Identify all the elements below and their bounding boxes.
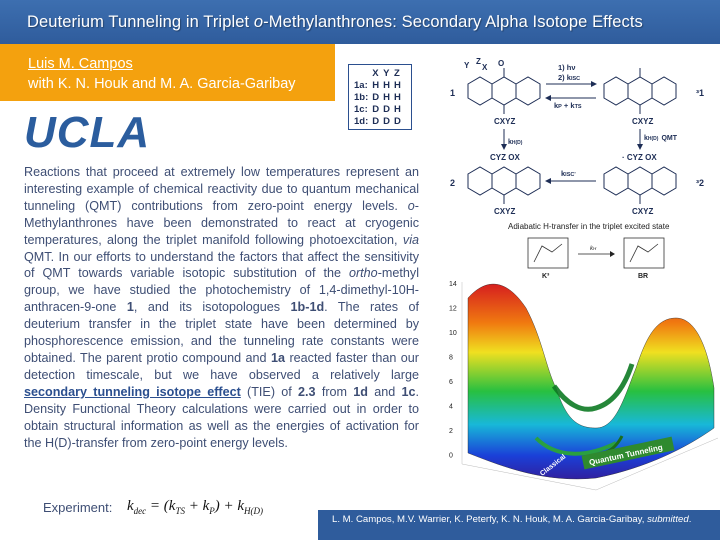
- reaction-scheme: O Y Z X CXYZ 1 CXYZ ³1 1) hν 2) kISC kP …: [450, 57, 704, 216]
- table-row: 1b: D H H: [354, 92, 401, 103]
- svg-text:kH(D)QMT: kH(D) QMT: [644, 135, 678, 142]
- compound-label-2: 2: [450, 178, 455, 188]
- molecule-32: [603, 166, 677, 204]
- compound-label-32: ³2: [696, 178, 704, 188]
- svg-text:CXYZ: CXYZ: [632, 207, 653, 216]
- experiment-label: Experiment:: [43, 500, 113, 515]
- table-row: 1a: H H H: [354, 80, 401, 91]
- svg-text:kP + kTS: kP + kTS: [554, 101, 582, 110]
- svg-text:kH(D): kH(D): [508, 139, 523, 146]
- surface-title: Adiabatic H-transfer in the triplet exci…: [508, 222, 670, 231]
- y-tick-label: 0: [449, 453, 453, 460]
- y-tick-label: 4: [449, 404, 453, 411]
- svg-text:2) kISC: 2) kISC: [558, 73, 580, 82]
- br-label: BR: [638, 273, 648, 280]
- y-tick-label: 14: [449, 281, 457, 288]
- y-tick-label: 12: [449, 306, 457, 313]
- poster-title: Deuterium Tunneling in Triplet o-Methyla…: [27, 13, 643, 31]
- molecule-1: [467, 68, 541, 114]
- svg-text:CXYZ: CXYZ: [494, 117, 515, 126]
- svg-text:kH: kH: [590, 246, 597, 252]
- molecule-2: [467, 166, 541, 204]
- compound-label-31: ³1: [696, 88, 704, 98]
- tie-highlight-link[interactable]: secondary tunneling isotope effect: [24, 384, 241, 399]
- y-tick-label: 2: [449, 428, 453, 435]
- svg-text:· CYZ OX: · CYZ OX: [622, 153, 657, 162]
- svg-text:Y: Y: [464, 61, 470, 70]
- abstract-text: Reactions that proceed at extremely low …: [24, 165, 420, 450]
- svg-text:Z: Z: [476, 57, 481, 66]
- y-tick-label: 8: [449, 355, 453, 362]
- table-header-row: X Y Z: [372, 68, 400, 79]
- svg-text:CYZ OX: CYZ OX: [490, 153, 520, 162]
- y-tick-label: 6: [449, 379, 453, 386]
- rate-equation: kdec = (kTS + kP) + kH(D): [127, 498, 264, 516]
- svg-text:X: X: [482, 63, 488, 72]
- y-tick-label: 10: [449, 330, 457, 337]
- ucla-logo: UCLA: [24, 108, 151, 157]
- structure-insets: kH K³ BR: [527, 237, 665, 280]
- poster-title-bar: Deuterium Tunneling in Triplet o-Methyla…: [0, 0, 720, 44]
- k3-label: K³: [542, 273, 550, 280]
- author-coauthors: with K. N. Houk and M. A. Garcia-Garibay: [28, 76, 296, 92]
- author-box: [0, 44, 335, 101]
- energy-surface: [467, 284, 715, 480]
- author-primary-link[interactable]: Luis M. Campos: [28, 56, 133, 72]
- table-row: 1d: D D D: [354, 116, 401, 127]
- svg-text:kISC': kISC': [561, 169, 576, 178]
- molecule-31: [603, 68, 677, 114]
- table-row: 1c: D D H: [354, 104, 401, 115]
- citation-bar: L. M. Campos, M.V. Warrier, K. Peterfy, …: [318, 510, 720, 540]
- isotope-table: X Y Z 1a: H H H 1b: D H H 1c: D D H 1d: D D D: [348, 64, 412, 130]
- compound-label-1: 1: [450, 88, 455, 98]
- svg-text:CXYZ: CXYZ: [494, 207, 515, 216]
- oxo-label: O: [498, 59, 504, 68]
- svg-text:CXYZ: CXYZ: [632, 117, 653, 126]
- svg-text:1) hν: 1) hν: [558, 63, 576, 72]
